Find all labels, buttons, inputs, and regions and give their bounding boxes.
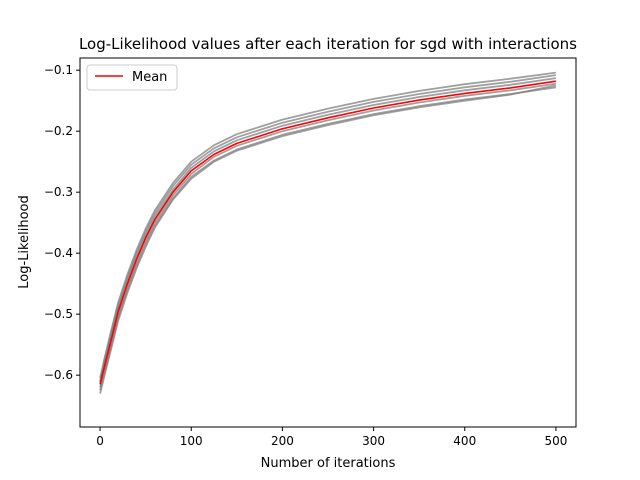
mean-layer <box>99 80 557 385</box>
x-tick-label: 0 <box>96 434 104 448</box>
y-tick-label: −0.3 <box>44 185 73 199</box>
run-line-4 <box>99 84 557 394</box>
mean-line <box>99 80 557 385</box>
legend-mean-label: Mean <box>132 70 167 85</box>
plot-frame <box>79 57 577 428</box>
x-tick-label: 200 <box>271 434 294 448</box>
run-line-6 <box>99 77 557 383</box>
y-tick-label: −0.2 <box>44 124 73 138</box>
y-tick-label: −0.6 <box>44 368 73 382</box>
chart-title: Log-Likelihood values after each iterati… <box>79 35 577 53</box>
legend: Mean <box>86 64 178 91</box>
y-axis-label: Log-Likelihood <box>17 195 32 288</box>
x-tick-label: 500 <box>544 434 567 448</box>
runs-layer <box>99 71 557 394</box>
legend-box <box>86 64 178 91</box>
x-tick-label: 100 <box>180 434 203 448</box>
x-axis-label: Number of iterations <box>261 456 396 471</box>
run-line-1 <box>99 74 557 382</box>
y-axis: −0.6 −0.5 −0.4 −0.3 −0.2 −0.1 <box>44 63 80 382</box>
y-tick-label: −0.5 <box>44 307 73 321</box>
run-line-5 <box>99 82 557 388</box>
x-axis: 0 100 200 300 400 500 <box>96 427 567 448</box>
y-tick-label: −0.1 <box>44 63 73 77</box>
run-line-2 <box>99 71 557 379</box>
run-line-3 <box>99 86 557 391</box>
y-tick-label: −0.4 <box>44 246 73 260</box>
x-tick-label: 300 <box>362 434 385 448</box>
x-tick-label: 400 <box>453 434 476 448</box>
